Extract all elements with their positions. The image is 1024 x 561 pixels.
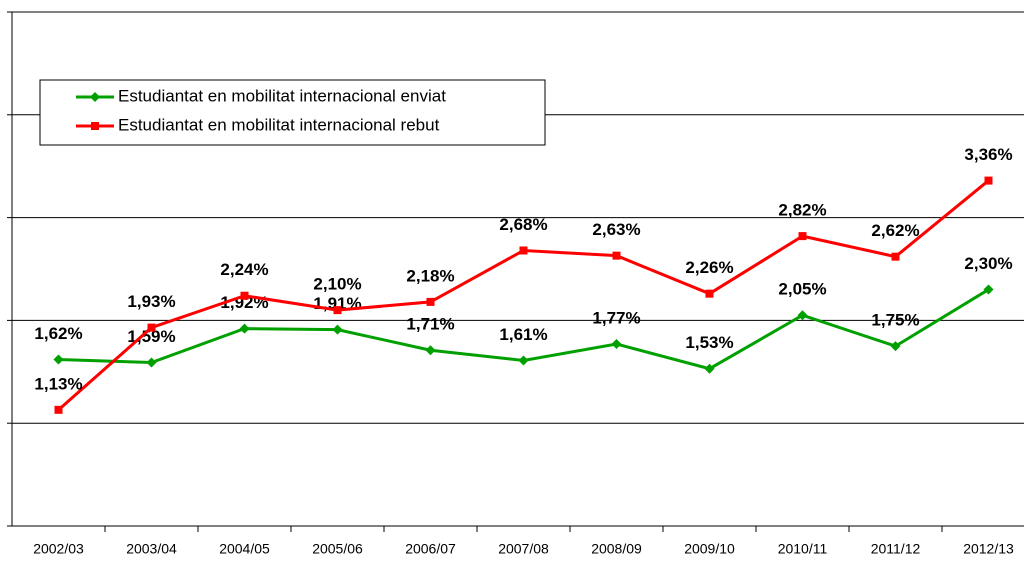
value-label: 1,77%: [592, 309, 640, 328]
x-tick-label: 2006/07: [405, 541, 456, 557]
point: [705, 289, 714, 298]
x-tick-label: 2003/04: [126, 541, 177, 557]
legend: Estudiantat en mobilitat internacional e…: [39, 79, 546, 146]
value-label: 3,36%: [964, 145, 1012, 164]
point: [518, 355, 529, 366]
legend-marker: [90, 92, 100, 102]
value-label: 2,24%: [220, 260, 268, 279]
x-tick-label: 2005/06: [312, 541, 363, 557]
point: [53, 354, 64, 365]
point: [611, 339, 622, 350]
point: [798, 232, 807, 241]
point: [426, 297, 435, 306]
value-label: 2,63%: [592, 220, 640, 239]
x-tick-label: 2011/12: [871, 541, 921, 557]
value-label: 1,13%: [34, 374, 82, 393]
value-label: 1,59%: [127, 327, 175, 346]
point: [54, 405, 63, 414]
x-tick-label: 2009/10: [684, 541, 735, 557]
point: [890, 341, 901, 352]
x-tick-label: 2008/09: [591, 541, 642, 557]
point: [147, 323, 156, 332]
x-tick-label: 2010/11: [778, 541, 828, 557]
value-label: 2,26%: [685, 258, 733, 277]
value-label: 1,75%: [871, 311, 919, 330]
point: [983, 284, 994, 295]
value-label: 1,61%: [499, 325, 547, 344]
x-tick-label: 2004/05: [219, 541, 270, 557]
value-label: 2,82%: [778, 201, 826, 220]
point: [797, 310, 808, 321]
value-label: 2,18%: [406, 266, 454, 285]
value-label: 2,10%: [313, 275, 361, 294]
point: [146, 357, 157, 368]
x-tick-label: 2007/08: [498, 541, 549, 557]
value-label: 2,62%: [871, 221, 919, 240]
value-label: 1,71%: [406, 315, 454, 334]
point: [704, 363, 715, 374]
x-tick-label: 2012/13: [963, 541, 1014, 557]
x-tick-label: 2002/03: [33, 541, 84, 557]
point: [333, 306, 342, 315]
point: [612, 251, 621, 260]
value-label: 2,05%: [778, 280, 826, 299]
value-label: 2,68%: [499, 215, 547, 234]
legend-box: [39, 79, 546, 146]
point: [332, 324, 343, 335]
point: [425, 345, 436, 356]
legend-label: Estudiantat en mobilitat internacional r…: [118, 115, 440, 134]
value-label: 1,93%: [127, 292, 175, 311]
legend-marker: [91, 122, 99, 130]
legend-label: Estudiantat en mobilitat internacional e…: [118, 86, 446, 105]
point: [240, 291, 249, 300]
point: [984, 176, 993, 185]
point: [239, 323, 250, 334]
value-label: 1,53%: [685, 333, 733, 352]
value-label: 2,30%: [964, 254, 1012, 273]
value-label: 1,62%: [34, 324, 82, 343]
point: [519, 246, 528, 255]
point: [891, 252, 900, 261]
